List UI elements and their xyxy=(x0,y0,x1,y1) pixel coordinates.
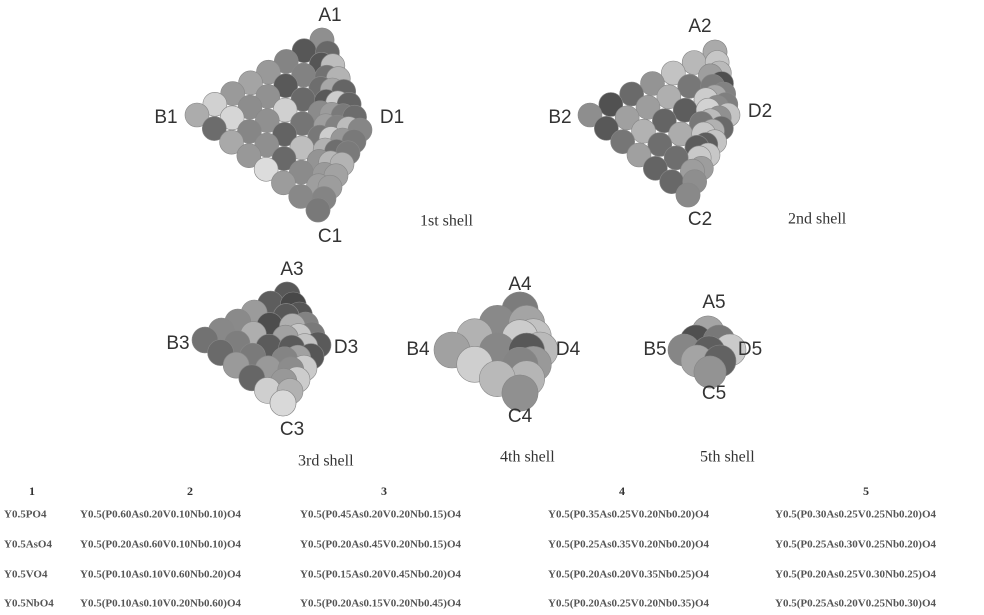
vertex-label: B3 xyxy=(166,333,189,354)
formula: Y0.5(P0.30As0.25V0.25Nb0.20)O4 xyxy=(775,509,937,521)
vertex-label: D4 xyxy=(556,339,581,360)
figure: A1 B1 C1 D1 1st shell A2 B2 C2 D2 2nd shell A3 B3 C3… xyxy=(0,0,984,615)
shell-caption: 2nd shell xyxy=(788,211,847,228)
formula: Y0.5(P0.20As0.45V0.20Nb0.15)O4 xyxy=(300,539,462,551)
shell-caption: 3rd shell xyxy=(298,453,354,470)
vertex-label: C4 xyxy=(508,406,533,427)
vertex-label: C3 xyxy=(280,419,304,440)
formula: Y0.5(P0.60As0.20V0.10Nb0.10)O4 xyxy=(80,509,242,521)
formula: Y0.5(P0.20As0.15V0.20Nb0.45)O4 xyxy=(300,598,462,610)
shell-caption: 1st shell xyxy=(420,213,473,230)
formula: Y0.5(P0.25As0.35V0.20Nb0.20)O4 xyxy=(548,539,710,551)
vertex-label: B1 xyxy=(154,107,177,128)
formula: Y0.5(P0.45As0.20V0.20Nb0.15)O4 xyxy=(300,509,462,521)
formula: Y0.5(P0.20As0.25V0.30Nb0.25)O4 xyxy=(775,569,937,581)
sphere xyxy=(676,183,700,207)
vertex-label: A3 xyxy=(280,259,303,280)
shell-caption: 5th shell xyxy=(700,449,755,466)
figure-canvas: A1 B1 C1 D1 1st shell A2 B2 C2 D2 2nd shell A3 B3 C3… xyxy=(0,0,984,615)
formula: Y0.5(P0.20As0.25V0.20Nb0.35)O4 xyxy=(548,598,710,610)
vertex-label: A5 xyxy=(702,292,725,313)
vertex-label: B5 xyxy=(643,339,666,360)
sphere xyxy=(306,198,330,222)
column-header: 4 xyxy=(619,484,625,498)
formula: Y0.5(P0.20As0.60V0.10Nb0.10)O4 xyxy=(80,539,242,551)
vertex-label: C5 xyxy=(702,383,726,404)
formula: Y0.5(P0.20As0.20V0.35Nb0.25)O4 xyxy=(548,569,710,581)
formula: Y0.5NbO4 xyxy=(4,598,54,610)
formula: Y0.5(P0.15As0.20V0.45Nb0.20)O4 xyxy=(300,569,462,581)
vertex-label: C1 xyxy=(318,226,342,247)
shell-caption: 4th shell xyxy=(500,449,555,466)
formula: Y0.5(P0.25As0.20V0.25Nb0.30)O4 xyxy=(775,598,937,610)
formula: Y0.5VO4 xyxy=(4,569,48,581)
formula: Y0.5AsO4 xyxy=(4,539,52,551)
formula: Y0.5(P0.25As0.30V0.25Nb0.20)O4 xyxy=(775,539,937,551)
column-header: 5 xyxy=(863,484,869,498)
column-header: 3 xyxy=(381,484,387,498)
vertex-label: A1 xyxy=(318,5,341,26)
column-header: 1 xyxy=(29,484,35,498)
formula: Y0.5PO4 xyxy=(4,509,47,521)
vertex-label: C2 xyxy=(688,209,712,230)
vertex-label: A2 xyxy=(688,16,711,37)
vertex-label: D5 xyxy=(738,339,762,360)
vertex-label: D3 xyxy=(334,337,358,358)
formula: Y0.5(P0.10As0.10V0.20Nb0.60)O4 xyxy=(80,598,242,610)
vertex-label: B4 xyxy=(406,339,430,360)
vertex-label: D2 xyxy=(748,101,772,122)
vertex-label: B2 xyxy=(548,107,571,128)
column-header: 2 xyxy=(187,484,193,498)
formula: Y0.5(P0.10As0.10V0.60Nb0.20)O4 xyxy=(80,569,242,581)
vertex-label: D1 xyxy=(380,107,404,128)
vertex-label: A4 xyxy=(508,274,532,295)
formula: Y0.5(P0.35As0.25V0.20Nb0.20)O4 xyxy=(548,509,710,521)
sphere xyxy=(270,390,296,416)
